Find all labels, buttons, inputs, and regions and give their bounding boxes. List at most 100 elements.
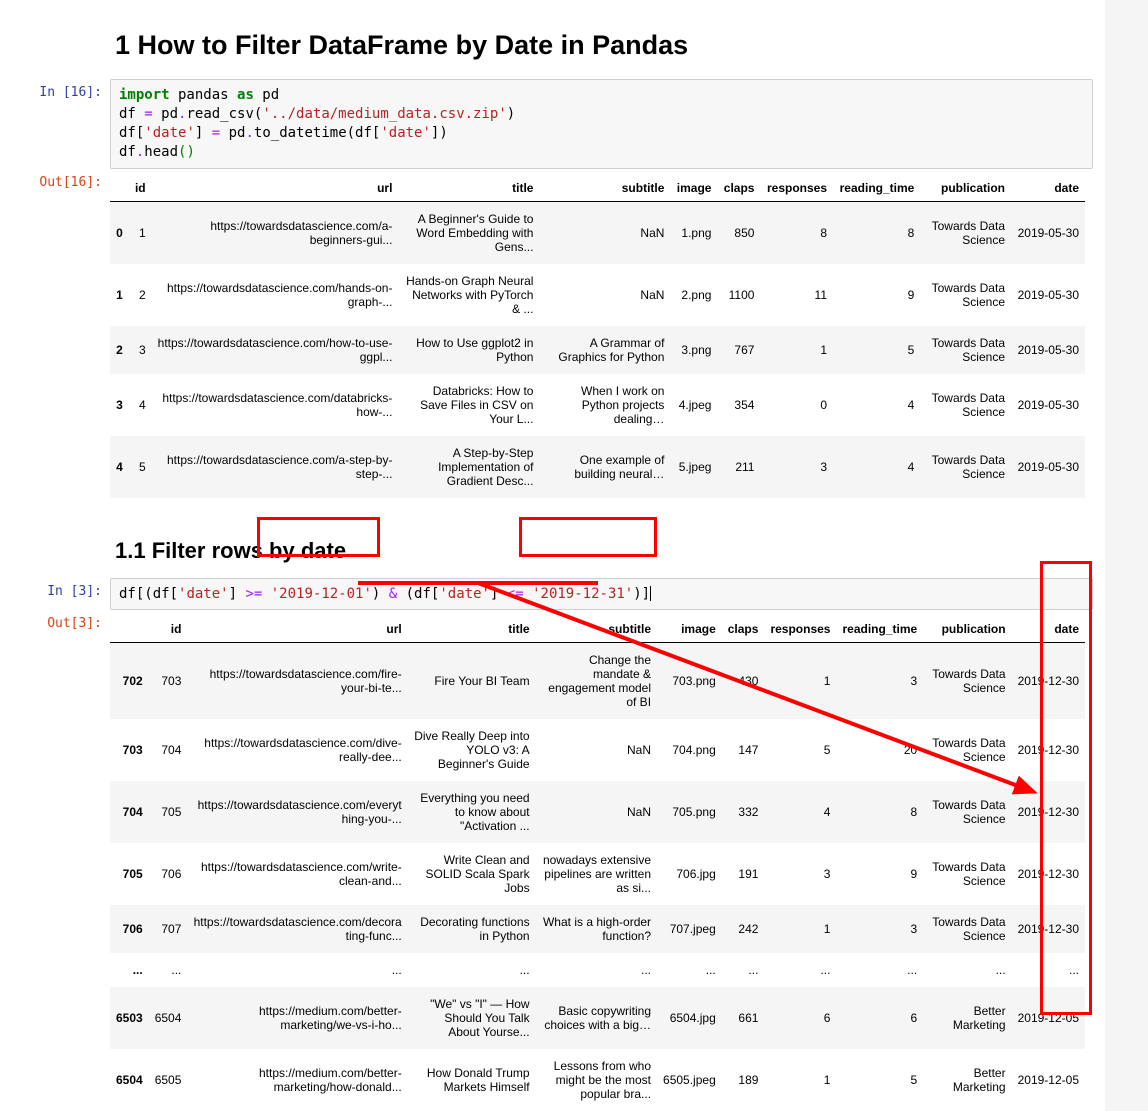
table-cell: 8 [833, 201, 920, 264]
column-header: title [408, 616, 536, 643]
column-header: url [187, 616, 407, 643]
notebook-page: 1 How to Filter DataFrame by Date in Pan… [0, 0, 1105, 1111]
table-cell: A Grammar of Graphics for Python [539, 326, 670, 374]
table-1-header: idurltitlesubtitleimageclapsresponsesrea… [110, 175, 1085, 202]
table-cell: 3 [110, 374, 129, 436]
table-cell: 9 [833, 264, 920, 326]
kw-as: as [237, 87, 254, 103]
text-cursor [650, 586, 651, 601]
table-cell: How Donald Trump Markets Himself [408, 1049, 536, 1111]
table-cell: 1 [110, 264, 129, 326]
table-cell: 5 [836, 1049, 923, 1111]
table-cell: NaN [539, 264, 670, 326]
table-cell: 5 [764, 719, 836, 781]
table-row: 706707https://towardsdatascience.com/dec… [110, 905, 1085, 953]
table-cell: 703.png [657, 643, 722, 720]
column-header: reading_time [833, 175, 920, 202]
table-cell: ... [836, 953, 923, 987]
l4paren: () [178, 144, 195, 160]
l2c: read_csv( [186, 106, 262, 122]
table-cell: https://towardsdatascience.com/write-cle… [187, 843, 407, 905]
code-input-2[interactable]: df[(df['date'] >= '2019-12-01') & (df['d… [110, 578, 1093, 611]
table-row: 45https://towardsdatascience.com/a-step-… [110, 436, 1085, 498]
table-cell: https://towardsdatascience.com/databrick… [152, 374, 399, 436]
c2amp: & [389, 586, 397, 602]
l4a: df [119, 144, 136, 160]
code-input-1[interactable]: import pandas as pd df = pd.read_csv('..… [110, 79, 1093, 169]
table-row: 23https://towardsdatascience.com/how-to-… [110, 326, 1085, 374]
table-cell: Better Marketing [923, 1049, 1011, 1111]
table-cell: 3 [129, 326, 152, 374]
table-cell: How to Use ggplot2 in Python [398, 326, 539, 374]
table-cell: Towards Data Science [923, 843, 1011, 905]
table-cell: 211 [717, 436, 760, 498]
in-prompt-1: In [16]: [0, 79, 110, 100]
table-cell: 6 [836, 987, 923, 1049]
output-cell-1: Out[16]: idurltitlesubtitleimageclapsres… [0, 169, 1105, 498]
table-cell: Towards Data Science [923, 905, 1011, 953]
table-cell: NaN [536, 781, 657, 843]
l3d: to_datetime(df[ [254, 125, 380, 141]
c2a: df[(df[ [119, 586, 178, 602]
table-cell: ... [923, 953, 1011, 987]
table-cell: https://towardsdatascience.com/everythin… [187, 781, 407, 843]
table-cell: 9 [836, 843, 923, 905]
table-cell: nowadays extensive pipelines are written… [536, 843, 657, 905]
table-cell: https://towardsdatascience.com/decoratin… [187, 905, 407, 953]
table-cell: 6504.jpg [657, 987, 722, 1049]
table-cell: ... [408, 953, 536, 987]
in-prompt-2: In [3]: [0, 578, 110, 599]
table-row: ................................. [110, 953, 1085, 987]
c2s1: 'date' [178, 586, 229, 602]
table-cell: 2019-05-30 [1011, 326, 1085, 374]
table-cell: https://towardsdatascience.com/fire-your… [187, 643, 407, 720]
table-cell: 661 [722, 987, 765, 1049]
table-row: 703704https://towardsdatascience.com/div… [110, 719, 1085, 781]
table-cell: Decorating functions in Python [408, 905, 536, 953]
column-header: publication [920, 175, 1011, 202]
table-cell: "We" vs "I" — How Should You Talk About … [408, 987, 536, 1049]
c2sp2 [524, 586, 532, 602]
output-cell-2: Out[3]: idurltitlesubtitleimageclapsresp… [0, 610, 1105, 1111]
table-cell: ... [187, 953, 407, 987]
column-header: id [149, 616, 188, 643]
table-cell: ... [764, 953, 836, 987]
table-cell: https://medium.com/better-marketing/how-… [187, 1049, 407, 1111]
table-cell: 5 [129, 436, 152, 498]
table-cell: NaN [536, 719, 657, 781]
dataframe-table-1: idurltitlesubtitleimageclapsresponsesrea… [110, 175, 1085, 498]
table-cell: Write Clean and SOLID Scala Spark Jobs [408, 843, 536, 905]
table-cell: 242 [722, 905, 765, 953]
table-cell: What is a high-order function? [536, 905, 657, 953]
table-cell: 1100 [717, 264, 760, 326]
table-cell: https://towardsdatascience.com/hands-on-… [152, 264, 399, 326]
l3s1: 'date' [144, 125, 195, 141]
table-cell: 1 [764, 643, 836, 720]
table-cell: 20 [836, 719, 923, 781]
table-cell: 2019-05-30 [1011, 436, 1085, 498]
tok-pd: pd [254, 87, 279, 103]
table-cell: 6504 [110, 1049, 149, 1111]
l3b: ] [195, 125, 212, 141]
table-cell: 2.png [670, 264, 717, 326]
column-header [110, 175, 129, 202]
column-header: subtitle [536, 616, 657, 643]
l3e: ]) [431, 125, 448, 141]
c2d1: '2019-12-01' [271, 586, 372, 602]
table-cell: Basic copywriting choices with a big… [536, 987, 657, 1049]
l2str: '../data/medium_data.csv.zip' [262, 106, 506, 122]
table-cell: 189 [722, 1049, 765, 1111]
table-cell: 2019-05-30 [1011, 374, 1085, 436]
table-cell: One example of building neural… [539, 436, 670, 498]
table-cell: Fire Your BI Team [408, 643, 536, 720]
column-header: responses [760, 175, 833, 202]
table-cell: Towards Data Science [920, 201, 1011, 264]
table-cell: 4 [833, 374, 920, 436]
table-cell: Towards Data Science [920, 374, 1011, 436]
table-cell: ... [1012, 953, 1085, 987]
heading-1: 1 How to Filter DataFrame by Date in Pan… [115, 30, 1105, 61]
table-cell: 2 [110, 326, 129, 374]
tok-pandas: pandas [170, 87, 237, 103]
column-header: publication [923, 616, 1011, 643]
table-cell: 707.jpeg [657, 905, 722, 953]
